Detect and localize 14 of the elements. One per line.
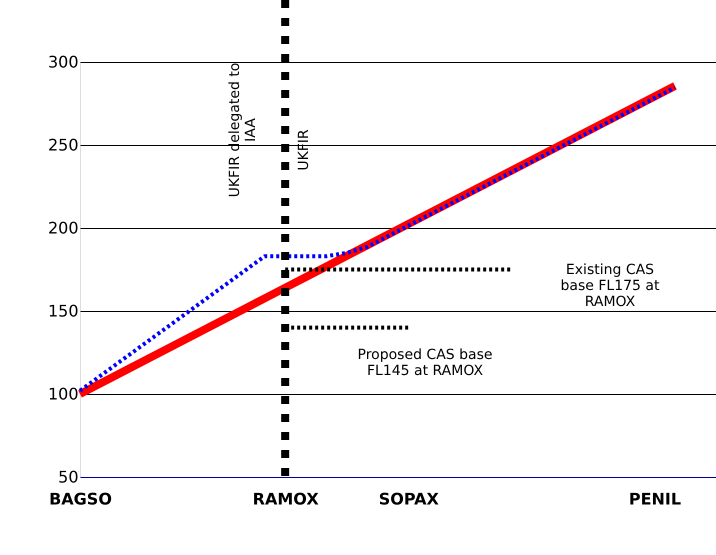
annotation: Proposed CAS base FL145 at RAMOX [358,347,492,379]
y-tick-label: 200 [48,218,78,238]
y-tick-label: 100 [48,384,78,404]
y-tick-label: 150 [48,302,78,320]
x-tick-label: PENIL [628,490,682,508]
x-tick-label: BAGSO [49,490,112,508]
x-tick-label: RAMOX [252,490,320,508]
annotation: Existing CAS base FL175 at RAMOX [560,262,660,310]
y-tick-label: 250 [48,136,78,154]
annotation: UKFIR delegated to IAA [227,62,259,198]
x-tick-label: SOPAX [378,490,440,508]
y-tick-label: 300 [48,52,78,72]
annotation: UKFIR [296,129,312,171]
y-tick-label: 50 [58,468,78,486]
